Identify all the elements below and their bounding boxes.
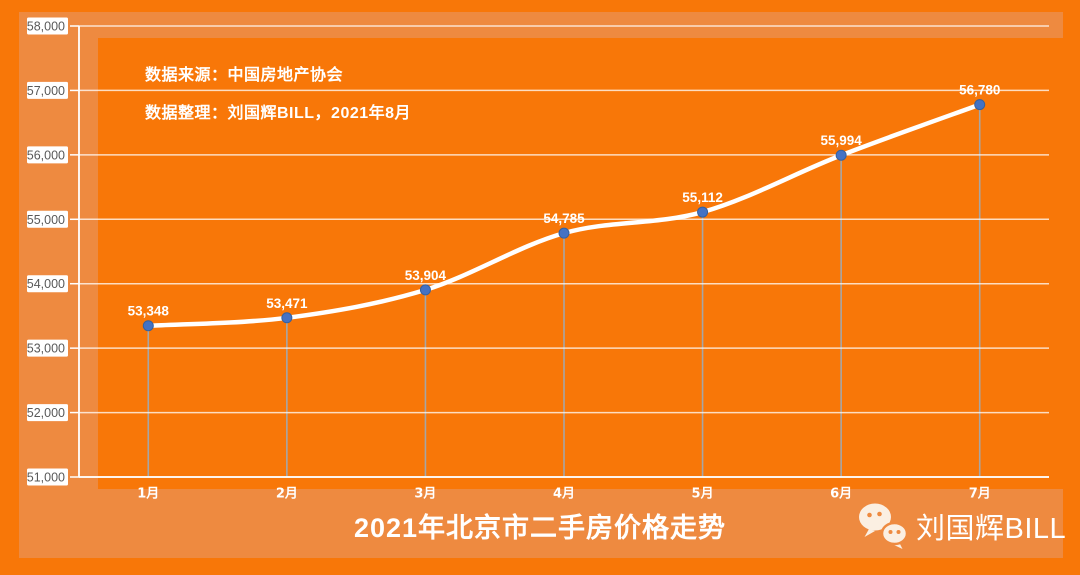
x-tick-label: 7月 [969, 487, 991, 502]
data-point-label: 53,348 [128, 304, 170, 319]
data-point-label: 53,904 [405, 268, 447, 283]
data-point-marker [974, 99, 986, 111]
wechat-eye [888, 530, 893, 534]
y-tick-label-box [27, 339, 68, 357]
y-tick-label-box [27, 275, 68, 293]
data-point-marker [281, 312, 293, 324]
wechat-eye [877, 511, 882, 517]
y-tick-label: 56,000 [27, 148, 65, 162]
chart-title: 2021年北京市二手房价格走势 [353, 513, 727, 543]
y-tick-label-box [27, 146, 68, 164]
data-point-label: 53,471 [266, 296, 308, 311]
data-prepared-note: 数据整理：刘国辉BILL，2021年8月 [145, 105, 412, 122]
wechat-bubble-large-tail [864, 529, 875, 537]
data-point-marker [835, 149, 847, 161]
brand-name: 刘国辉BILL [916, 513, 1067, 545]
data-point-label: 55,994 [820, 133, 862, 148]
data-source-note: 数据来源：中国房地产协会 [145, 67, 344, 84]
y-tick-label: 52,000 [27, 406, 65, 420]
wechat-eye [867, 512, 872, 518]
y-tick-label-box [27, 468, 68, 486]
brand: 刘国辉BILL [858, 501, 1066, 551]
wechat-eye [896, 530, 901, 534]
y-tick-label-box [27, 210, 68, 228]
x-tick-label: 2月 [276, 487, 298, 502]
y-tick-label-box [27, 404, 68, 422]
chart-panel [19, 12, 1068, 558]
data-point-marker [142, 320, 154, 332]
data-point-marker [419, 284, 431, 296]
wechat-bubble-small [880, 521, 908, 546]
data-point-marker [697, 206, 709, 218]
wechat-bubble-large [859, 503, 891, 531]
x-tick-label: 4月 [553, 487, 575, 502]
y-tick-label: 53,000 [27, 342, 65, 356]
data-point-marker [558, 227, 570, 239]
y-tick-label-box [27, 17, 68, 35]
data-point-label: 54,785 [543, 211, 585, 226]
data-point-label: 56,780 [959, 83, 1000, 98]
y-tick-label: 55,000 [27, 213, 65, 227]
x-tick-label: 1月 [137, 487, 159, 502]
y-tick-label: 58,000 [27, 20, 65, 34]
y-tick-label: 57,000 [27, 84, 65, 98]
y-tick-label: 51,000 [27, 471, 65, 485]
x-tick-label: 3月 [414, 487, 436, 502]
plot-area [98, 38, 1068, 489]
wechat-icon [859, 503, 908, 549]
x-tick-label: 5月 [692, 487, 714, 502]
y-tick-label: 54,000 [27, 277, 65, 291]
x-tick-label: 6月 [830, 487, 852, 502]
data-point-label: 55,112 [682, 190, 723, 205]
y-tick-label-box [27, 81, 68, 99]
